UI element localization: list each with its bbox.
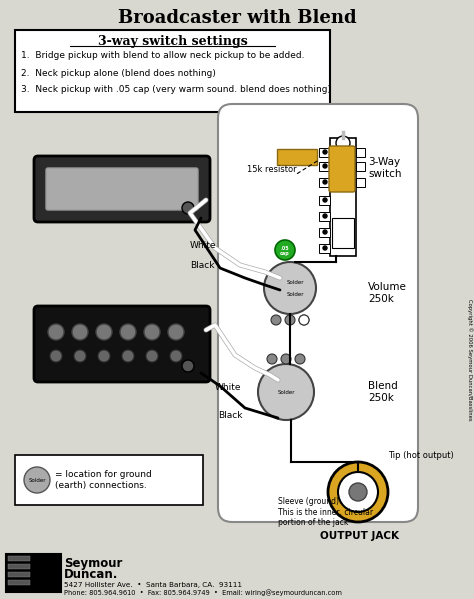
- Circle shape: [120, 324, 136, 340]
- FancyBboxPatch shape: [46, 168, 198, 210]
- Text: .05
cap: .05 cap: [280, 246, 290, 256]
- Bar: [356, 178, 365, 187]
- Circle shape: [285, 315, 295, 325]
- Circle shape: [349, 483, 367, 501]
- Circle shape: [323, 246, 327, 250]
- Bar: [319, 228, 330, 237]
- Bar: [332, 218, 354, 248]
- Text: Sleeve (ground).
This is the inner, circular
portion of the jack: Sleeve (ground). This is the inner, circ…: [278, 497, 373, 527]
- Circle shape: [74, 350, 86, 362]
- Circle shape: [264, 262, 316, 314]
- Text: Blend
250k: Blend 250k: [368, 381, 398, 403]
- FancyBboxPatch shape: [277, 149, 317, 165]
- Circle shape: [182, 202, 194, 214]
- Circle shape: [96, 324, 112, 340]
- Bar: [8, 556, 30, 561]
- FancyBboxPatch shape: [15, 455, 203, 505]
- Circle shape: [122, 350, 134, 362]
- Circle shape: [267, 354, 277, 364]
- Bar: [319, 244, 330, 253]
- Text: Phone: 805.964.9610  •  Fax: 805.964.9749  •  Email: wiring@seymourduncan.com: Phone: 805.964.9610 • Fax: 805.964.9749 …: [64, 589, 342, 597]
- Text: 1.  Bridge pickup with blend to allow neck pickup to be added.: 1. Bridge pickup with blend to allow nec…: [21, 52, 304, 60]
- Text: Volume
250k: Volume 250k: [368, 282, 407, 304]
- Bar: [8, 580, 30, 585]
- Text: Black: Black: [190, 261, 215, 270]
- Circle shape: [299, 315, 309, 325]
- Circle shape: [182, 360, 194, 372]
- Circle shape: [323, 230, 327, 234]
- Circle shape: [299, 315, 309, 325]
- Text: OUTPUT JACK: OUTPUT JACK: [320, 531, 400, 541]
- Circle shape: [323, 150, 327, 154]
- Text: 3-Way
switch: 3-Way switch: [368, 157, 401, 179]
- FancyBboxPatch shape: [34, 156, 210, 222]
- Circle shape: [144, 324, 160, 340]
- Circle shape: [281, 354, 291, 364]
- Bar: [330, 138, 356, 256]
- Bar: [319, 162, 330, 171]
- Circle shape: [275, 240, 295, 260]
- Bar: [319, 148, 330, 157]
- Circle shape: [72, 324, 88, 340]
- Circle shape: [24, 467, 50, 493]
- Circle shape: [323, 198, 327, 202]
- Circle shape: [146, 350, 158, 362]
- Bar: [8, 564, 30, 569]
- FancyBboxPatch shape: [329, 146, 355, 192]
- Text: Solder: Solder: [286, 292, 304, 297]
- Text: Copyright © 2006 Seymour Duncan/Basslines: Copyright © 2006 Seymour Duncan/Bassline…: [467, 299, 473, 421]
- Text: 2.  Neck pickup alone (blend does nothing): 2. Neck pickup alone (blend does nothing…: [21, 68, 216, 77]
- FancyBboxPatch shape: [34, 306, 210, 382]
- Text: 5427 Hollister Ave.  •  Santa Barbara, CA.  93111: 5427 Hollister Ave. • Santa Barbara, CA.…: [64, 582, 242, 588]
- Circle shape: [336, 136, 350, 150]
- Text: = location for ground
(earth) connections.: = location for ground (earth) connection…: [55, 470, 152, 490]
- Text: Tip (hot output): Tip (hot output): [388, 452, 454, 461]
- Circle shape: [170, 350, 182, 362]
- Text: Solder: Solder: [286, 280, 304, 285]
- Circle shape: [258, 364, 314, 420]
- Circle shape: [48, 324, 64, 340]
- Text: 3.  Neck pickup with .05 cap (very warm sound. blend does nothing): 3. Neck pickup with .05 cap (very warm s…: [21, 86, 331, 95]
- Bar: [6, 554, 61, 592]
- Bar: [356, 162, 365, 171]
- Circle shape: [50, 350, 62, 362]
- Text: Solder: Solder: [277, 389, 295, 395]
- Circle shape: [323, 164, 327, 168]
- Bar: [319, 178, 330, 187]
- Circle shape: [271, 315, 281, 325]
- Text: 15k resistor: 15k resistor: [247, 165, 297, 174]
- Text: White: White: [190, 241, 217, 250]
- Text: Duncan.: Duncan.: [64, 568, 118, 582]
- Circle shape: [98, 350, 110, 362]
- Bar: [319, 196, 330, 205]
- Circle shape: [328, 462, 388, 522]
- Circle shape: [168, 324, 184, 340]
- Circle shape: [323, 214, 327, 218]
- FancyBboxPatch shape: [15, 30, 330, 112]
- Bar: [356, 148, 365, 157]
- Text: Solder: Solder: [28, 477, 46, 483]
- Bar: [319, 212, 330, 221]
- FancyBboxPatch shape: [218, 104, 418, 522]
- Bar: [8, 572, 30, 577]
- Text: White: White: [215, 383, 241, 392]
- Circle shape: [323, 180, 327, 184]
- Text: Black: Black: [218, 410, 243, 419]
- Text: Seymour: Seymour: [64, 556, 122, 570]
- Text: 3-way switch settings: 3-way switch settings: [98, 35, 247, 47]
- Circle shape: [338, 472, 378, 512]
- Text: Broadcaster with Blend: Broadcaster with Blend: [118, 9, 356, 27]
- Circle shape: [295, 354, 305, 364]
